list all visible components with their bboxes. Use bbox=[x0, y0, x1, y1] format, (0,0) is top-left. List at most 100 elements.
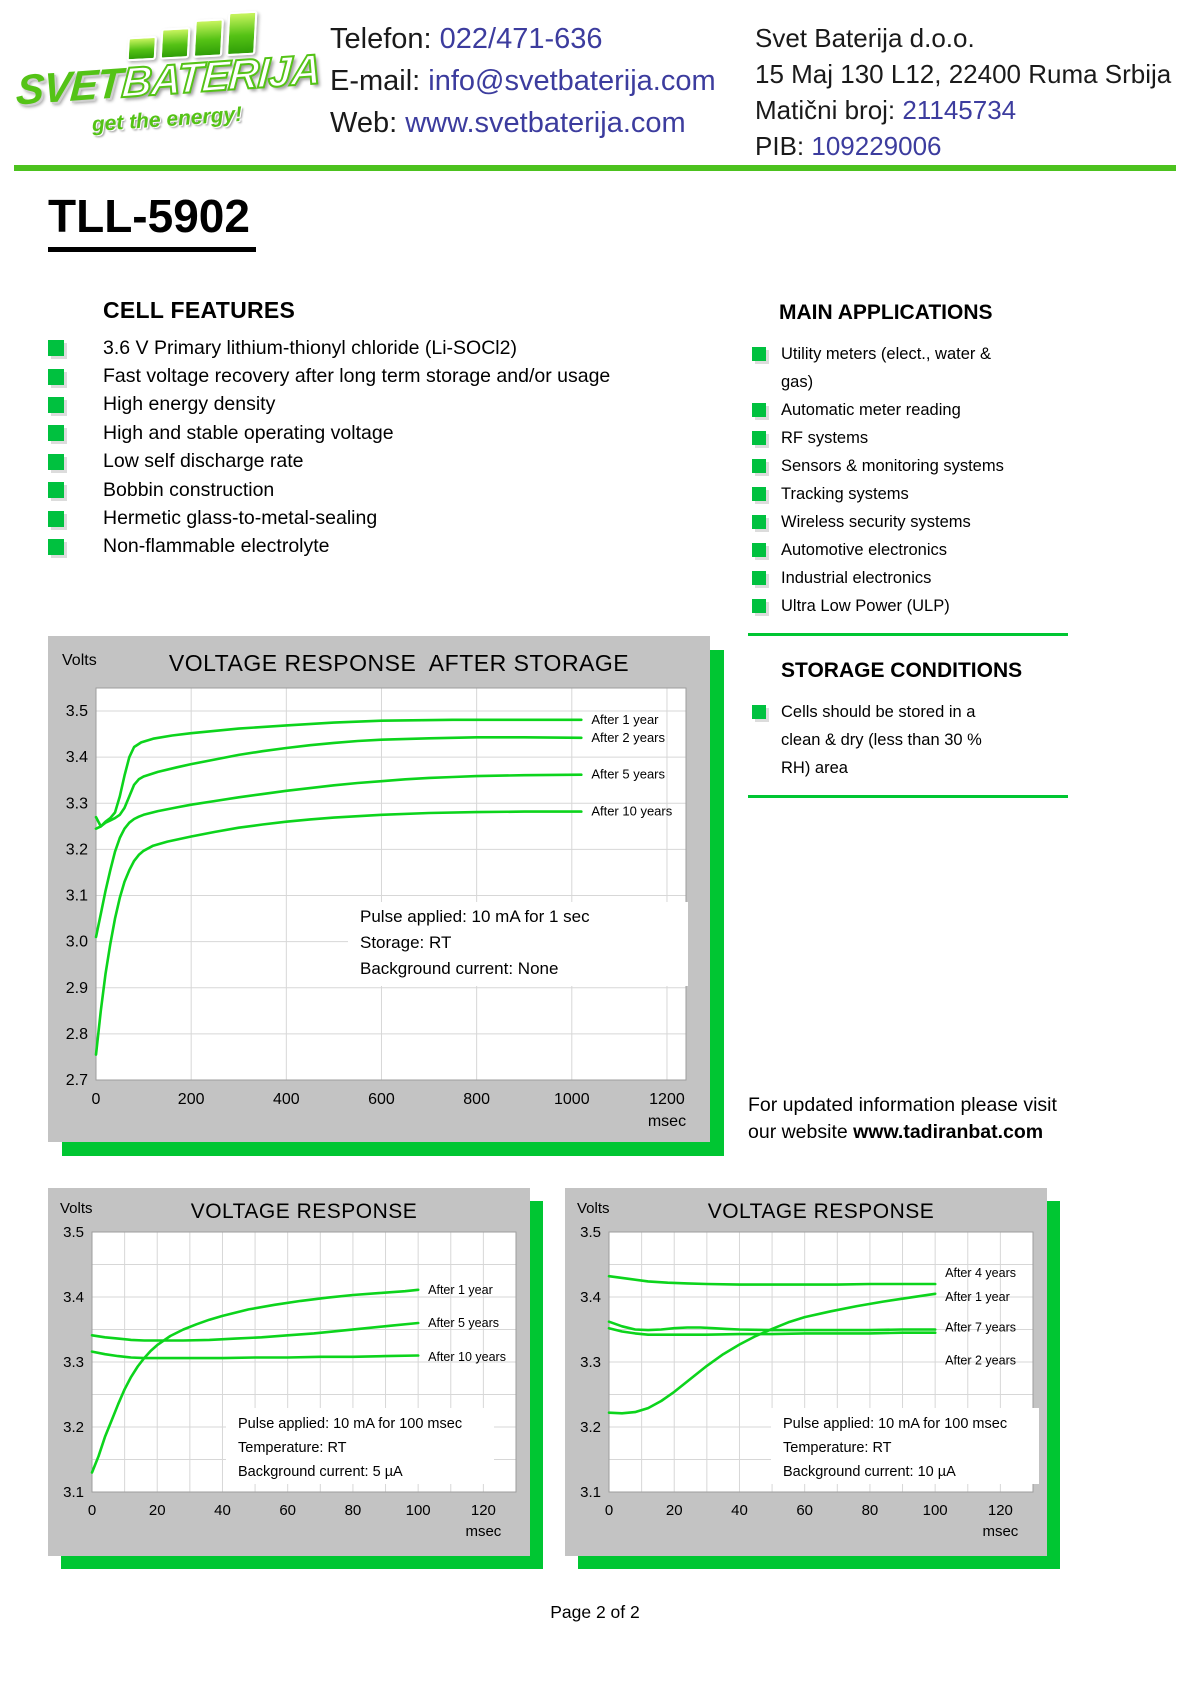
series-label: After 1 year bbox=[945, 1290, 1010, 1304]
update-note-prefix: our website bbox=[748, 1121, 854, 1143]
svg-text:20: 20 bbox=[149, 1502, 166, 1519]
company-name: Svet Baterija d.o.o. bbox=[755, 23, 975, 53]
x-axis-unit-label: msec bbox=[982, 1523, 1018, 1540]
x-axis-unit-label: msec bbox=[648, 1113, 686, 1130]
annotation-line: Pulse applied: 10 mA for 100 msec bbox=[238, 1416, 462, 1432]
series-label: After 10 years bbox=[428, 1350, 506, 1364]
svg-text:1200: 1200 bbox=[649, 1091, 685, 1108]
svg-text:60: 60 bbox=[279, 1502, 296, 1519]
reg-value: 21145734 bbox=[902, 95, 1017, 125]
annotation-line: Background current: 10 µA bbox=[783, 1464, 956, 1480]
list-item-label: Cells should be stored in a clean & dry … bbox=[781, 703, 982, 777]
svg-text:3.3: 3.3 bbox=[580, 1354, 601, 1371]
svg-text:1000: 1000 bbox=[554, 1091, 590, 1108]
svg-text:120: 120 bbox=[471, 1502, 496, 1519]
list-item: Sensors & monitoring systems bbox=[752, 452, 1064, 480]
page-title: TLL-5902 bbox=[48, 192, 256, 253]
curve-after-10-years bbox=[94, 810, 583, 1056]
list-item-label: Automatic meter reading bbox=[781, 401, 961, 419]
plot-area bbox=[96, 688, 686, 1080]
list-item-label: Hermetic glass-to-metal-sealing bbox=[103, 507, 378, 530]
list-item: Ultra Low Power (ULP) bbox=[752, 592, 1064, 620]
bullet-icon bbox=[48, 368, 64, 385]
reg-label: Matični broj: bbox=[755, 95, 903, 125]
y-axis-title: Volts bbox=[577, 1200, 610, 1217]
svg-text:3.4: 3.4 bbox=[580, 1289, 601, 1306]
curve-after-10-years bbox=[90, 1350, 420, 1360]
series-label: After 1 year bbox=[591, 712, 659, 727]
plot-border bbox=[91, 1231, 517, 1493]
web-link[interactable]: www.svetbaterija.com bbox=[405, 107, 686, 139]
svg-text:3.4: 3.4 bbox=[66, 749, 88, 766]
company-pib-row: PIB: 109229006 bbox=[755, 128, 1171, 164]
list-item-label: High and stable operating voltage bbox=[103, 421, 394, 444]
svg-text:100: 100 bbox=[406, 1502, 431, 1519]
chart-title: VOLTAGE RESPONSE AFTER STORAGE bbox=[168, 650, 630, 676]
web-row: Web: www.svetbaterija.com bbox=[330, 102, 716, 144]
bullet-icon bbox=[752, 403, 766, 417]
voltage-response-10ua-chart: Volts VOLTAGE RESPONSE Pulse applied: 10… bbox=[565, 1188, 1047, 1556]
y-axis-title: Volts bbox=[62, 652, 97, 669]
series-label: After 2 years bbox=[591, 730, 665, 745]
series-label: After 10 years bbox=[591, 804, 672, 819]
annotation-box bbox=[226, 1408, 494, 1484]
list-item-label: Industrial electronics bbox=[781, 569, 932, 587]
bullet-icon bbox=[48, 510, 64, 527]
annotation-line: Temperature: RT bbox=[783, 1440, 892, 1456]
svg-text:3.1: 3.1 bbox=[580, 1484, 601, 1501]
curve-after-5-years bbox=[90, 1321, 420, 1342]
annotation-box bbox=[348, 902, 688, 986]
list-item: Bobbin construction bbox=[48, 476, 708, 504]
svg-text:3.2: 3.2 bbox=[63, 1419, 84, 1436]
voltage-response-5ua-svg: Pulse applied: 10 mA for 100 msec Tempera… bbox=[63, 1224, 517, 1540]
axis-tick-labels: 3.1 3.2 3.3 3.4 3.5 0 20 40 60 80 100 120 bbox=[580, 1224, 1013, 1519]
update-note: For updated information please visit our… bbox=[748, 1092, 1088, 1146]
list-item: High and stable operating voltage bbox=[48, 419, 708, 447]
axis-tick-labels: 2.7 2.8 2.9 3.0 3.1 3.2 3.3 3.4 3.5 0 200 400 600 800… bbox=[66, 703, 685, 1108]
plot-border bbox=[608, 1231, 1034, 1493]
svg-text:800: 800 bbox=[463, 1091, 490, 1108]
list-item: High energy density bbox=[48, 391, 708, 419]
bullet-icon bbox=[48, 396, 64, 413]
list-item-label: Utility meters (elect., water & gas) bbox=[781, 345, 991, 391]
email-link[interactable]: info@svetbaterija.com bbox=[428, 65, 716, 97]
svetbaterija-logo: SVETBATERIJA get the energy! bbox=[15, 8, 323, 158]
update-note-line1: For updated information please visit bbox=[748, 1094, 1057, 1116]
series-label: After 7 years bbox=[945, 1321, 1016, 1335]
list-item-label: Low self discharge rate bbox=[103, 450, 304, 473]
pib-value: 109229006 bbox=[811, 131, 942, 161]
curve-after-5-years bbox=[94, 773, 583, 939]
list-item-label: Bobbin construction bbox=[103, 478, 275, 501]
list-item: Automatic meter reading bbox=[752, 396, 1064, 424]
plot-border bbox=[95, 687, 687, 1081]
svg-text:3.3: 3.3 bbox=[66, 795, 88, 812]
page-number: Page 2 of 2 bbox=[550, 1602, 640, 1622]
svg-text:40: 40 bbox=[214, 1502, 231, 1519]
list-item: Automotive electronics bbox=[752, 536, 1064, 564]
company-block: Svet Baterija d.o.o. 15 Maj 130 L12, 224… bbox=[755, 20, 1171, 164]
section-rule bbox=[748, 633, 1068, 636]
bullet-icon bbox=[48, 453, 64, 470]
svg-text:100: 100 bbox=[923, 1502, 948, 1519]
section-rule bbox=[748, 795, 1068, 798]
list-item-label: Automotive electronics bbox=[781, 541, 947, 559]
svg-text:0: 0 bbox=[92, 1091, 101, 1108]
svg-text:400: 400 bbox=[273, 1091, 300, 1108]
bullet-icon bbox=[752, 515, 766, 529]
svg-text:2.8: 2.8 bbox=[66, 1026, 88, 1043]
list-item-label: Non-flammable electrolyte bbox=[103, 535, 330, 558]
annotation-line: Storage: RT bbox=[360, 933, 451, 952]
curve-after-2-years bbox=[94, 736, 583, 830]
series-label: After 1 year bbox=[428, 1283, 493, 1297]
list-item: Cells should be stored in a clean & dry … bbox=[752, 698, 1064, 782]
list-item: Utility meters (elect., water & gas) bbox=[752, 340, 1064, 396]
phone-label: Telefon: bbox=[330, 23, 432, 55]
voltage-response-after-storage-chart: Volts VOLTAGE RESPONSE AFTER STORAGE Pul… bbox=[48, 636, 710, 1142]
annotation-line: Background current: None bbox=[360, 959, 558, 978]
storage-conditions-heading: STORAGE CONDITIONS bbox=[781, 659, 1023, 682]
svg-text:3.1: 3.1 bbox=[66, 888, 88, 905]
list-item: Tracking systems bbox=[752, 480, 1064, 508]
bullet-icon bbox=[752, 431, 766, 445]
svg-text:3.5: 3.5 bbox=[580, 1224, 601, 1241]
